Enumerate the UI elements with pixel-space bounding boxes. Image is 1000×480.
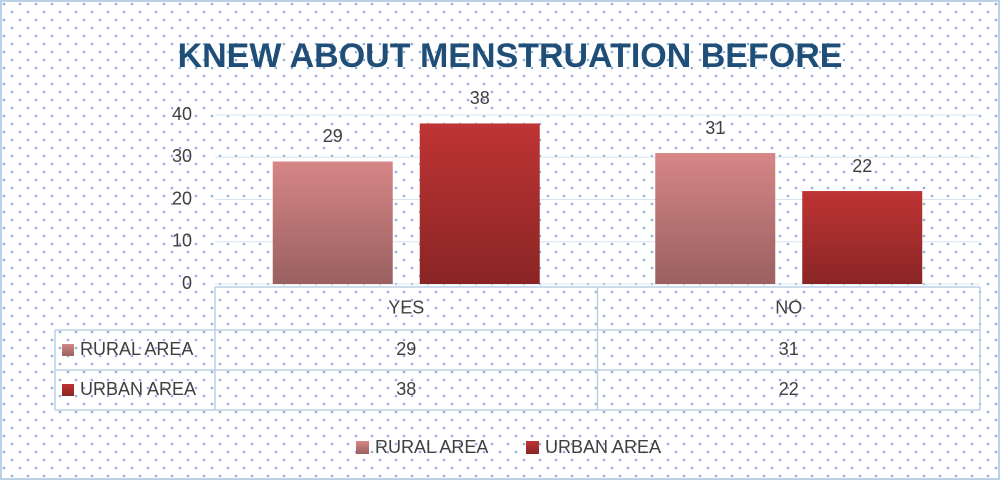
legend-key xyxy=(356,441,369,454)
x-tick-label: NO xyxy=(775,297,802,317)
bar xyxy=(655,153,776,284)
table-legend-label: URBAN AREA xyxy=(80,379,196,399)
chart-title: KNEW ABOUT MENSTRUATION BEFORE xyxy=(178,37,843,75)
table-cell: 22 xyxy=(779,379,799,399)
legend-key xyxy=(526,441,539,454)
table-legend-key xyxy=(62,344,74,356)
data-label: 22 xyxy=(852,156,872,176)
y-tick-label: 10 xyxy=(172,231,192,251)
bar xyxy=(802,191,923,284)
legend-label: URBAN AREA xyxy=(545,437,661,457)
x-tick-label: YES xyxy=(388,297,424,317)
data-label: 31 xyxy=(705,118,725,138)
y-tick-label: 30 xyxy=(172,146,192,166)
table-legend-key xyxy=(62,384,74,396)
y-tick-label: 40 xyxy=(172,104,192,124)
bar xyxy=(272,161,393,284)
legend-label: RURAL AREA xyxy=(375,437,488,457)
data-label: 29 xyxy=(323,126,343,146)
bar xyxy=(419,123,540,284)
y-tick-label: 0 xyxy=(182,273,192,293)
table-cell: 31 xyxy=(779,339,799,359)
data-label: 38 xyxy=(470,88,490,108)
table-cell: 38 xyxy=(396,379,416,399)
table-cell: 29 xyxy=(396,339,416,359)
y-tick-label: 20 xyxy=(172,188,192,208)
table-legend-label: RURAL AREA xyxy=(80,339,193,359)
